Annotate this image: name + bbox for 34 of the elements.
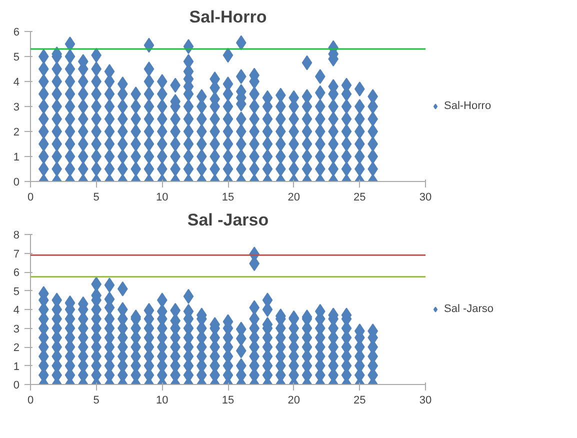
x-tick-label: 5 <box>93 394 100 406</box>
y-tick-label: 0 <box>13 176 20 188</box>
legend-label: Sal-Horro <box>444 100 492 112</box>
x-tick-label: 0 <box>27 394 34 406</box>
y-tick-label: 7 <box>13 248 20 260</box>
y-tick-label: 4 <box>13 304 20 316</box>
y-tick-label: 1 <box>13 360 20 373</box>
chart-title: Sal -Jarso <box>187 210 269 230</box>
chart-title: Sal-Horro <box>189 8 267 26</box>
y-tick-label: 2 <box>13 126 20 138</box>
x-tick-label: 30 <box>419 192 432 204</box>
y-tick-label: 6 <box>13 267 20 279</box>
x-tick-label: 25 <box>354 192 366 204</box>
y-tick-label: 5 <box>13 286 20 298</box>
x-tick-label: 20 <box>288 192 300 204</box>
y-tick-label: 5 <box>13 52 20 64</box>
y-tick-label: 3 <box>13 323 20 336</box>
y-tick-label: 0 <box>13 380 20 392</box>
x-tick-label: 15 <box>222 394 234 406</box>
x-tick-label: 20 <box>288 394 300 406</box>
y-tick-label: 3 <box>13 102 20 114</box>
x-tick-label: 10 <box>156 192 168 204</box>
x-tick-label: 10 <box>156 394 168 406</box>
y-tick-label: 8 <box>13 230 20 242</box>
y-tick-label: 2 <box>13 342 20 354</box>
x-tick-label: 15 <box>222 192 234 204</box>
x-tick-label: 25 <box>354 394 366 406</box>
x-tick-label: 0 <box>27 192 34 204</box>
y-tick-label: 1 <box>13 152 20 164</box>
legend-label: Sal -Jarso <box>444 303 494 315</box>
y-tick-label: 6 <box>13 26 20 38</box>
y-tick-label: 4 <box>13 76 20 88</box>
x-tick-label: 5 <box>93 192 100 204</box>
x-tick-label: 30 <box>419 394 432 406</box>
